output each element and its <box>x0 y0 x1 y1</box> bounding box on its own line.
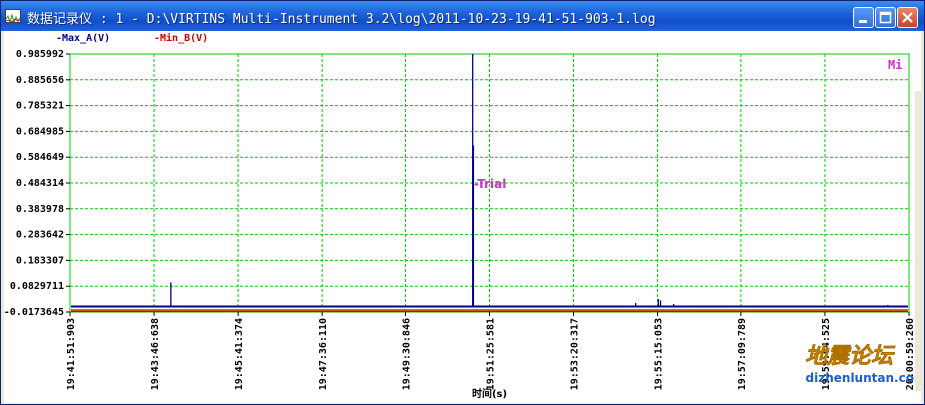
x-tick-label: 19:51:25:581 <box>486 318 497 390</box>
chart-plot[interactable]: 0.985992 0.885656 0.785321 0.684985 0.584649… <box>4 31 921 403</box>
chart-area[interactable]: -Max_A(V) -Min_B(V) 0.985992 0.885656 0.78… <box>4 31 921 403</box>
y-tick-label: -0.0173645 <box>4 307 64 318</box>
x-tick-label: 19:49:30:846 <box>401 318 412 390</box>
window-title: 数据记录仪 : 1 - D:\VIRTINS Multi-Instrument … <box>27 12 656 27</box>
close-icon <box>902 12 913 23</box>
x-axis-label: 时间(s) <box>472 387 507 400</box>
x-tick-label: 20:00:59:260 <box>905 318 916 390</box>
y-tick-label: 0.183307 <box>16 255 64 266</box>
y-tick-label: 0.985992 <box>16 49 64 60</box>
x-tick-label: 19:59:04:525 <box>821 318 832 390</box>
corner-mi-label: Mi <box>888 58 902 72</box>
watermark-text: 地震论坛 <box>805 343 896 369</box>
waveform-app-icon[interactable] <box>5 9 21 23</box>
y-tick-label: 0.584649 <box>16 152 64 163</box>
x-tick-label: 19:47:36:110 <box>318 318 329 390</box>
right-edge-panel <box>915 91 921 391</box>
minimize-icon <box>859 20 867 23</box>
legend-max-a: -Max_A(V) <box>56 33 111 44</box>
close-button[interactable] <box>897 7 918 28</box>
y-tick-label: 0.885656 <box>16 75 64 86</box>
trial-annotation: -Trial <box>474 177 506 191</box>
y-tick-label: 0.0829711 <box>10 281 64 292</box>
y-tick-label: 0.283642 <box>16 230 64 241</box>
maximize-button[interactable] <box>875 7 896 28</box>
y-tick-label: 0.383978 <box>16 204 64 215</box>
x-tick-label: 19:57:09:789 <box>737 318 748 390</box>
watermark-url: dizhenluntan.com <box>806 371 921 385</box>
x-tick-label: 19:45:41:374 <box>234 318 245 390</box>
y-tick-label: 0.484314 <box>16 178 64 189</box>
x-tick-label: 19:41:51:903 <box>66 318 77 390</box>
legend-min-b: -Min_B(V) <box>154 33 209 44</box>
x-tick-label: 19:53:20:317 <box>570 318 581 390</box>
title-bar[interactable]: 数据记录仪 : 1 - D:\VIRTINS Multi-Instrument … <box>1 1 924 31</box>
maximize-icon <box>879 11 892 24</box>
minimize-button[interactable] <box>853 7 874 28</box>
x-tick-label: 19:43:46:638 <box>150 318 161 390</box>
x-tick-label: 19:55:15:053 <box>654 318 665 390</box>
y-tick-label: 0.785321 <box>16 101 64 112</box>
y-tick-label: 0.684985 <box>16 126 64 137</box>
